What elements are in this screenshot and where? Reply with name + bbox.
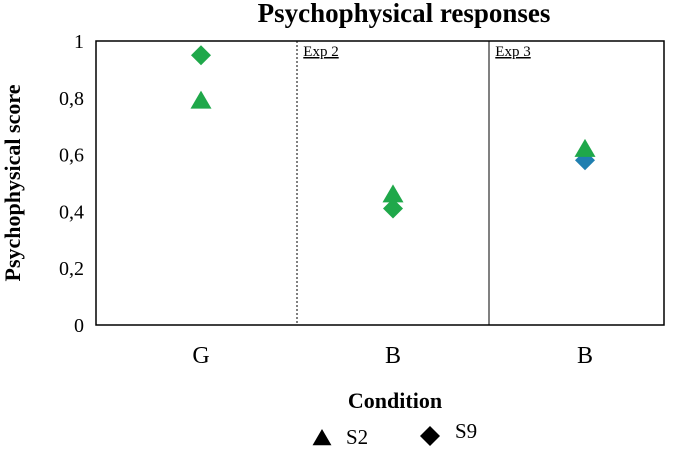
y-axis-label: Psychophysical score (0, 84, 25, 281)
x-category-label: B (385, 343, 401, 369)
data-point-s9 (383, 198, 403, 219)
legend-label: S9 (455, 419, 477, 443)
legend-marker-triangle (312, 429, 332, 446)
y-tick-label: 0,2 (59, 258, 84, 280)
y-tick-label: 1 (74, 31, 84, 53)
legend-marker-diamond (420, 426, 440, 446)
y-tick-label: 0,8 (59, 88, 84, 110)
legend-label: S2 (346, 425, 368, 449)
section-label: Exp 2 (303, 44, 338, 60)
chart-title: Psychophysical responses (258, 0, 551, 28)
data-point-s9 (191, 45, 211, 66)
y-tick-label: 0 (74, 315, 84, 337)
plot-area-frame (95, 40, 665, 326)
data-point-s2 (190, 90, 212, 109)
x-category-label: B (577, 343, 593, 369)
data-point-s2 (382, 184, 404, 203)
y-tick-label: 0,6 (59, 145, 84, 167)
x-category-label: G (192, 343, 209, 369)
legend-title: Condition (348, 388, 442, 413)
y-tick-label: 0,4 (59, 201, 84, 223)
data-point-s2 (574, 138, 596, 157)
section-label: Exp 3 (495, 44, 530, 60)
